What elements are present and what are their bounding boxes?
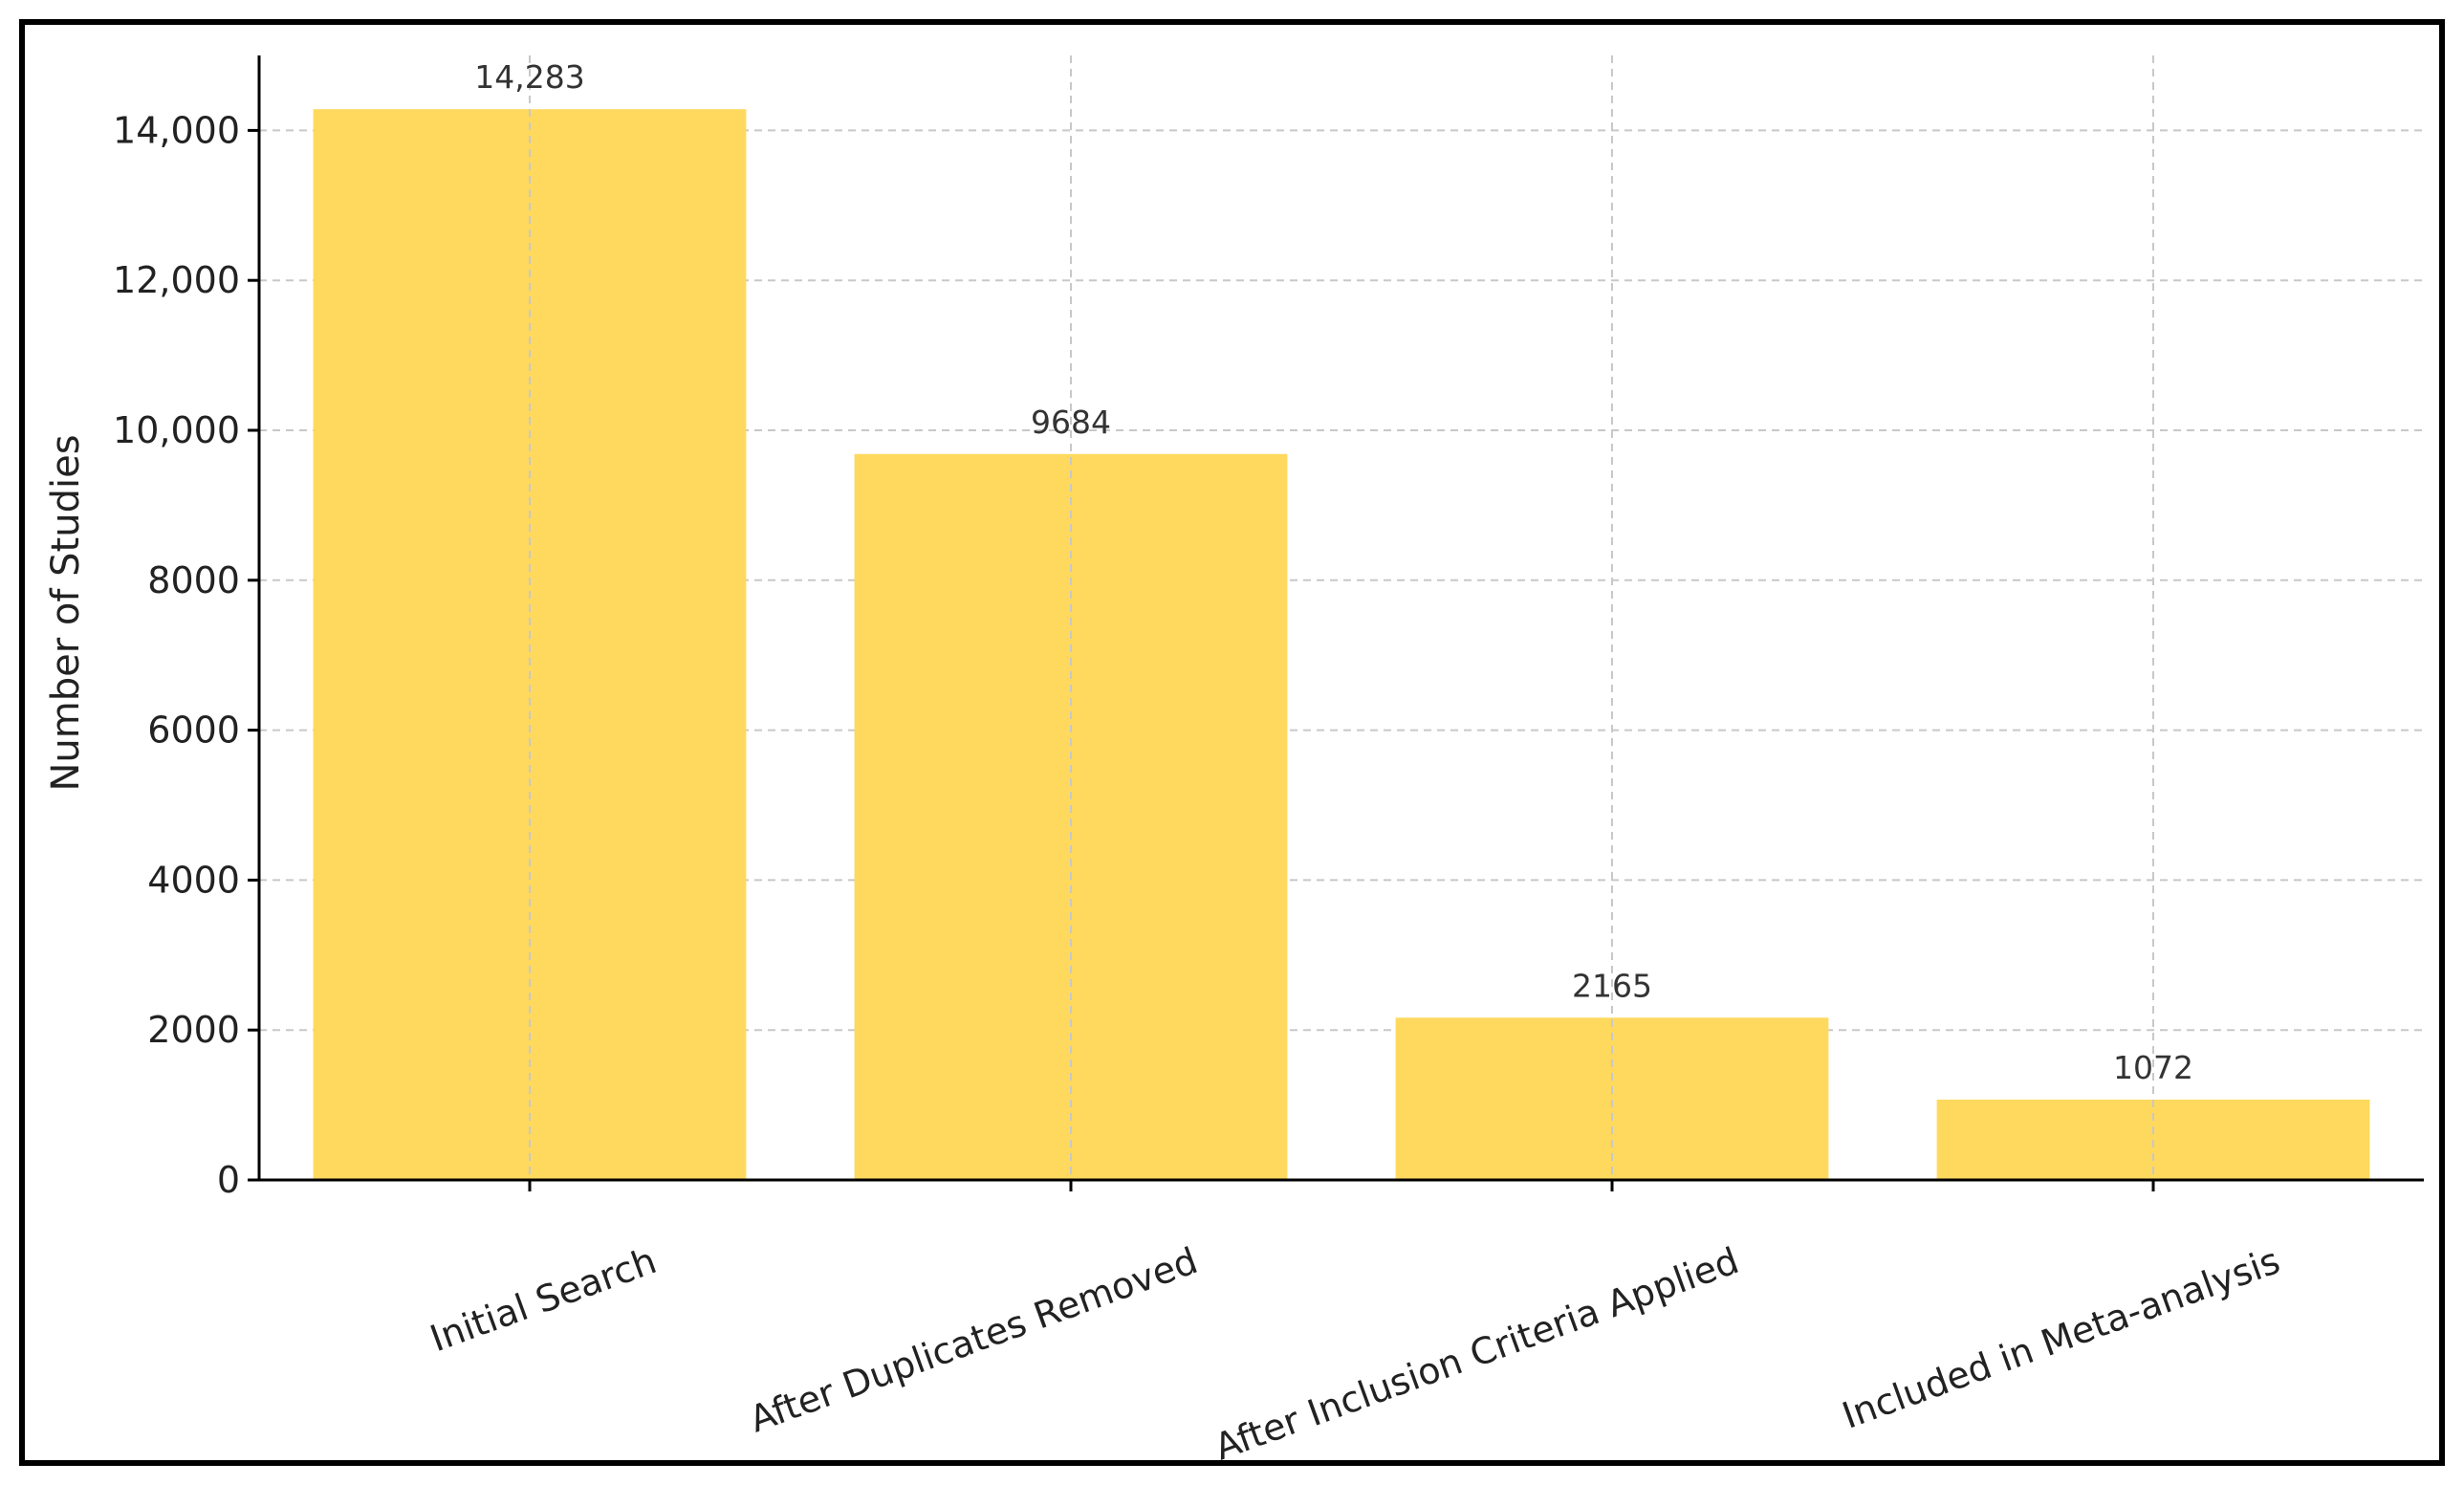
y-tick-label: 6000: [147, 710, 240, 752]
bar-value-label: 1072: [2113, 1049, 2193, 1086]
y-axis-title: Number of Studies: [44, 434, 88, 791]
y-tick-label: 8000: [147, 559, 240, 601]
bar-value-label: 14,283: [474, 58, 584, 96]
x-tick-label: Included in Meta-analysis: [1837, 1239, 2285, 1437]
y-tick-label: 2000: [147, 1009, 240, 1051]
bar-value-label: 2165: [1572, 967, 1652, 1004]
chart-frame: 0 2000 4000 6000 8000 10,000 12,000 14,000 Initi…: [19, 19, 2445, 1466]
axes: [248, 55, 2424, 1191]
y-tick-label: 0: [217, 1159, 240, 1201]
x-tick-label: After Duplicates Removed: [744, 1239, 1203, 1441]
bars: [313, 109, 2370, 1181]
y-tick-label: 14,000: [113, 109, 240, 151]
bar-value-label: 9684: [1031, 404, 1111, 441]
bar: [1936, 1099, 2370, 1180]
x-tick-label: Initial Search: [425, 1239, 662, 1360]
bar: [854, 453, 1288, 1180]
y-tick-label: 12,000: [113, 259, 240, 301]
bar: [1395, 1017, 1829, 1180]
x-tick-label: After Inclusion Criteria Applied: [1210, 1239, 1744, 1460]
y-tick-label: 10,000: [113, 409, 240, 451]
y-tick-label: 4000: [147, 859, 240, 901]
bar-chart: 0 2000 4000 6000 8000 10,000 12,000 14,000 Initi…: [44, 55, 2424, 1460]
